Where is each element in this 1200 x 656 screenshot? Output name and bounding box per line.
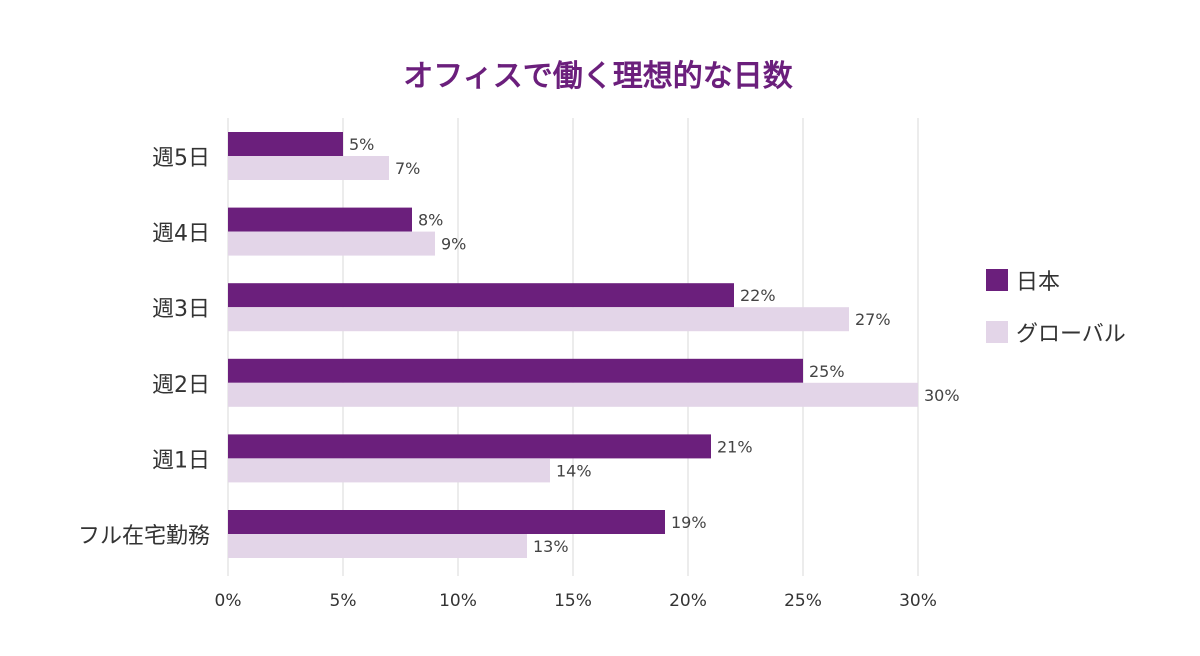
legend-label: グローバル: [1016, 322, 1126, 347]
bar-japan: [228, 207, 412, 232]
chart-title: オフィスで働く理想的な日数: [403, 59, 793, 94]
data-label: 9%: [441, 235, 466, 254]
bar-global: [228, 382, 918, 407]
category-label: 週2日: [152, 373, 210, 398]
x-tick-label: 20%: [669, 591, 707, 611]
x-tick-label: 15%: [554, 591, 592, 611]
legend-swatch: [986, 269, 1008, 291]
data-label: 30%: [924, 386, 960, 405]
x-tick-label: 30%: [899, 591, 937, 611]
category-label: フル在宅勤務: [78, 524, 210, 549]
bar-japan: [228, 283, 734, 308]
data-label: 14%: [556, 461, 592, 480]
bar-japan: [228, 510, 665, 534]
x-tick-labels: 0% 5% 10% 15% 20% 25% 30%: [215, 591, 937, 611]
bar-global: [228, 231, 435, 256]
category-label: 週3日: [152, 297, 210, 322]
data-label: 7%: [395, 159, 420, 178]
bars: [228, 132, 918, 558]
data-label: 13%: [533, 537, 569, 556]
x-tick-label: 25%: [784, 591, 822, 611]
category-label: 週4日: [152, 222, 210, 247]
legend-swatch: [986, 321, 1008, 343]
bar-global: [228, 307, 849, 332]
data-label: 5%: [349, 135, 374, 154]
category-label: 週1日: [152, 448, 210, 473]
category-label: 週5日: [152, 146, 210, 171]
bar-japan: [228, 132, 343, 156]
data-labels: 5% 7% 8% 9% 22% 27% 25% 30% 21% 14% 19% 13%: [349, 135, 960, 556]
bar-japan: [228, 358, 803, 383]
x-tick-label: 10%: [439, 591, 477, 611]
data-label: 8%: [418, 211, 443, 230]
data-label: 21%: [717, 437, 753, 456]
bar-japan: [228, 434, 711, 459]
bar-global: [228, 534, 527, 558]
data-label: 22%: [740, 286, 776, 305]
x-tick-label: 5%: [330, 591, 357, 611]
data-label: 25%: [809, 362, 845, 381]
gridlines: [227, 118, 919, 576]
data-label: 27%: [855, 310, 891, 329]
bar-global: [228, 458, 550, 483]
data-label: 19%: [671, 513, 707, 532]
bar-global: [228, 156, 389, 180]
x-tick-label: 0%: [215, 591, 242, 611]
legend-label: 日本: [1016, 270, 1060, 295]
